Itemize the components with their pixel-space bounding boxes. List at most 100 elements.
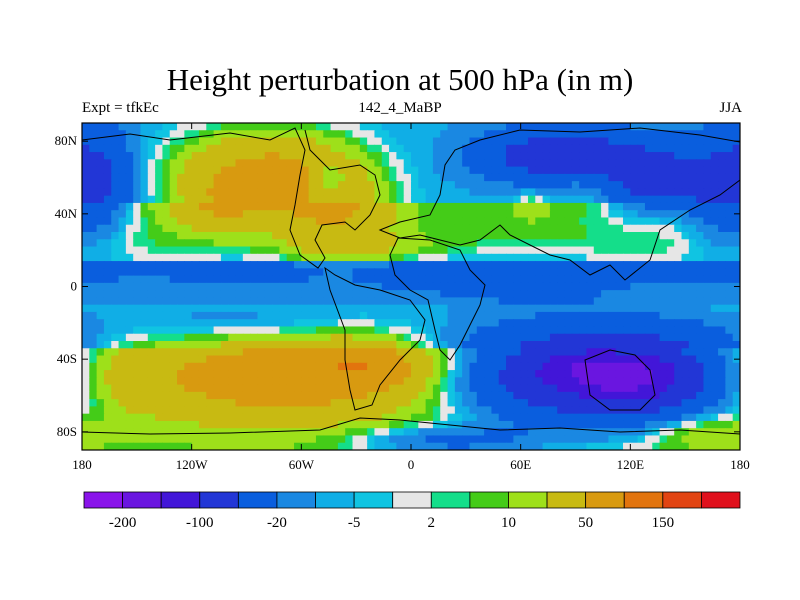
field-cell — [484, 152, 493, 160]
field-cell — [564, 202, 573, 211]
field-cell — [491, 282, 500, 291]
field-cell — [242, 152, 251, 160]
field-cell — [330, 435, 339, 444]
field-cell — [374, 159, 383, 168]
field-cell — [103, 159, 112, 168]
field-cell — [732, 391, 740, 400]
field-cell — [666, 319, 675, 328]
field-cell — [279, 202, 288, 211]
field-cell — [359, 304, 368, 313]
field-cell — [491, 173, 500, 182]
field-cell — [696, 137, 705, 146]
field-cell — [118, 232, 127, 240]
field-cell — [264, 399, 273, 407]
field-cell — [440, 428, 449, 437]
field-cell — [593, 268, 602, 277]
field-cell — [345, 377, 354, 386]
field-cell — [250, 217, 259, 226]
field-cell — [652, 348, 661, 357]
field-cell — [674, 232, 683, 240]
field-cell — [111, 355, 120, 364]
field-cell — [732, 333, 740, 342]
field-cell — [96, 319, 105, 328]
field-cell — [125, 253, 134, 262]
field-cell — [315, 137, 324, 146]
x-tick-label: 180 — [730, 457, 750, 472]
field-cell — [396, 420, 405, 429]
field-cell — [652, 319, 661, 328]
field-cell — [381, 239, 390, 248]
field-cell — [301, 195, 310, 204]
field-cell — [89, 253, 98, 262]
field-cell — [337, 195, 346, 204]
field-cell — [345, 232, 354, 240]
field-cell — [286, 246, 295, 255]
field-cell — [155, 333, 164, 342]
field-cell — [454, 435, 463, 444]
field-cell — [454, 428, 463, 437]
field-cell — [352, 173, 361, 182]
field-cell — [374, 413, 383, 422]
field-cell — [272, 137, 280, 146]
field-cell — [330, 420, 339, 429]
field-cell — [301, 232, 310, 240]
field-cell — [294, 202, 302, 211]
field-cell — [242, 123, 251, 131]
field-cell — [82, 224, 90, 233]
field-cell — [549, 144, 558, 153]
field-cell — [103, 152, 112, 160]
field-cell — [177, 152, 185, 160]
field-cell — [732, 268, 740, 277]
field-cell — [440, 261, 449, 269]
field-cell — [82, 159, 90, 168]
field-cell — [659, 123, 668, 131]
field-cell — [323, 326, 332, 335]
field-cell — [396, 246, 405, 255]
field-cell — [637, 399, 646, 407]
field-cell — [374, 282, 383, 291]
field-cell — [191, 297, 200, 306]
field-cell — [432, 304, 441, 313]
field-cell — [688, 152, 697, 160]
field-cell — [111, 246, 120, 255]
field-cell — [286, 166, 295, 175]
field-cell — [652, 355, 661, 364]
field-cell — [206, 282, 215, 291]
field-cell — [681, 413, 690, 422]
field-cell — [710, 181, 719, 189]
field-cell — [301, 406, 310, 415]
field-cell — [579, 181, 588, 189]
field-cell — [535, 297, 544, 306]
field-cell — [206, 166, 215, 175]
field-cell — [732, 326, 740, 335]
field-cell — [308, 152, 317, 160]
field-cell — [359, 413, 368, 422]
field-cell — [162, 391, 171, 400]
field-cell — [506, 399, 514, 407]
field-cell — [389, 246, 397, 255]
field-cell — [644, 420, 653, 429]
field-cell — [666, 202, 675, 211]
field-cell — [513, 355, 522, 364]
field-cell — [242, 202, 251, 211]
field-cell — [337, 370, 346, 378]
field-cell — [403, 195, 412, 204]
field-cell — [491, 232, 500, 240]
field-cell — [571, 188, 580, 197]
field-cell — [345, 152, 354, 160]
field-cell — [571, 413, 580, 422]
field-cell — [498, 435, 507, 444]
field-cell — [615, 137, 624, 146]
field-cell — [257, 253, 266, 262]
field-cell — [710, 311, 719, 320]
field-cell — [235, 144, 244, 153]
field-cell — [213, 297, 222, 306]
field-cell — [659, 202, 668, 211]
field-cell — [571, 268, 580, 277]
field-cell — [593, 377, 602, 386]
field-cell — [462, 159, 471, 168]
field-cell — [206, 202, 215, 211]
field-cell — [710, 435, 719, 444]
field-cell — [418, 202, 427, 211]
field-cell — [557, 420, 566, 429]
